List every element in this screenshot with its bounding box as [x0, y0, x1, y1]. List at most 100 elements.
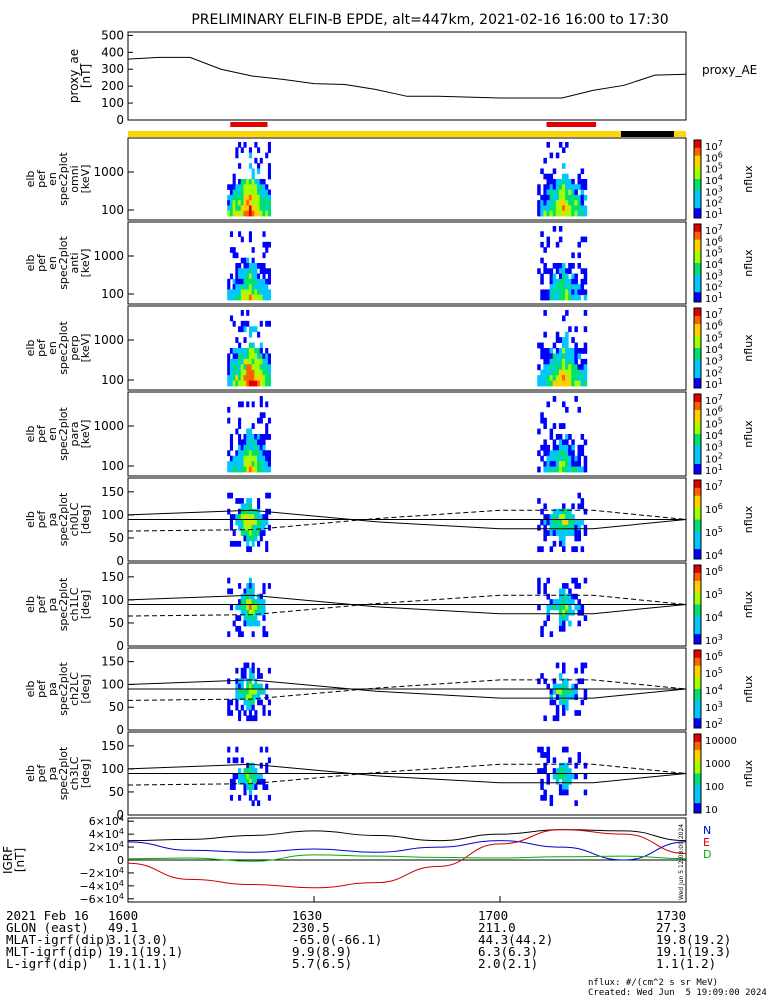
colorbar-label: nflux — [742, 249, 755, 277]
colorbar-cell — [694, 404, 701, 407]
spectrogram-cell — [246, 278, 250, 285]
colorbar-cell — [694, 620, 701, 623]
colorbar-cell — [694, 787, 701, 790]
ytick-label: 1000 — [93, 165, 124, 179]
spectrogram-cell — [265, 746, 269, 753]
spectrogram-cell — [238, 342, 242, 349]
igrf-ytick-label: 4×104 — [89, 827, 124, 841]
colorbar-cell — [694, 153, 701, 157]
spectrogram-cell — [257, 461, 261, 467]
spectrogram-cell — [574, 369, 578, 376]
spectrogram-cell — [254, 514, 258, 520]
spectrogram-cell — [555, 189, 560, 196]
spectrogram-cell — [254, 678, 258, 685]
spectrogram-cell — [251, 342, 255, 349]
spectrogram-cell — [568, 353, 572, 360]
colorbar-cell — [694, 592, 701, 596]
spectrogram-cell — [229, 380, 234, 387]
colorbar-cell — [694, 566, 701, 570]
colorbar-cell — [694, 501, 701, 505]
colorbar-cell — [694, 280, 701, 283]
colorbar-cell — [694, 491, 701, 495]
colorbar-cell — [694, 334, 701, 337]
spectrogram-cell — [240, 514, 244, 520]
ylabel-text: elb — [24, 596, 37, 613]
colorbar-tick-label: 103 — [705, 354, 723, 368]
spectrogram-cell — [257, 168, 261, 175]
spectrogram-cell — [546, 401, 550, 408]
spectrogram-cell — [251, 278, 255, 285]
colorbar-cell — [694, 157, 701, 160]
spectrogram-cell — [546, 450, 550, 457]
spectrogram-cell — [546, 773, 550, 780]
spectrogram-cell — [583, 348, 588, 354]
spectrogram-cell — [262, 439, 266, 446]
spectrogram-cell — [243, 200, 247, 206]
colorbar-cell — [694, 763, 701, 767]
spectrogram-cell — [558, 593, 563, 600]
spectrogram-cell — [248, 428, 253, 435]
spectrogram-cell — [257, 694, 261, 700]
spectrogram-cell — [254, 615, 258, 621]
spectrogram-cell — [238, 273, 242, 280]
spectrogram-cell — [583, 662, 588, 669]
spectrogram-cell — [227, 205, 231, 212]
spectrogram-cell — [546, 683, 550, 690]
panel-frame — [127, 221, 687, 305]
spectrogram-cell — [540, 241, 544, 248]
spectrogram-cell — [243, 179, 247, 185]
spectrogram-cell — [537, 546, 541, 553]
spectrogram-cell — [565, 179, 569, 185]
spectrogram-cell — [254, 599, 258, 605]
spectrogram-cell — [546, 604, 550, 611]
spectrogram-cell — [246, 784, 250, 790]
spectrogram-cell — [254, 519, 258, 526]
colorbar-cell — [694, 416, 701, 419]
spectrogram-cell — [243, 444, 247, 451]
spectrogram-cell — [265, 401, 269, 408]
spectrogram-cell — [257, 369, 261, 376]
spectrogram-cell — [257, 673, 261, 679]
ytick-label: 50 — [109, 785, 124, 799]
spectrogram-cell — [540, 631, 544, 638]
spectrogram-cell — [267, 268, 271, 274]
colorbar-cell — [694, 406, 701, 409]
spectrogram-cell — [543, 715, 547, 722]
spectrogram-cell — [254, 689, 258, 695]
spectrogram-cell — [251, 461, 255, 467]
spectrogram-cell — [259, 673, 263, 679]
colorbar-tick-label: 105 — [705, 162, 723, 176]
colorbar-cell — [694, 382, 701, 385]
spectrogram-cell — [227, 278, 231, 285]
spectrogram-cell — [568, 593, 572, 600]
spectrogram-cell — [238, 210, 242, 217]
colorbar-cell — [694, 212, 701, 215]
spectrogram-cell — [229, 461, 234, 467]
spectrogram-cell — [232, 252, 236, 259]
spectrogram-cell — [568, 369, 572, 376]
spectrogram-cell — [246, 609, 250, 616]
spectrogram-cell — [543, 417, 547, 424]
colorbar-tick-label: 104 — [705, 610, 723, 624]
spectrogram-cell — [549, 268, 554, 274]
colorbar-cell — [694, 370, 701, 373]
spectrogram-cell — [246, 524, 250, 531]
spectrogram-cell — [254, 778, 258, 785]
spectrogram-cell — [562, 369, 566, 376]
spectrogram-cell — [540, 205, 544, 212]
spectrogram-cell — [248, 762, 253, 769]
spectrogram-cell — [235, 466, 239, 473]
spectrogram-cell — [267, 757, 271, 764]
spectrogram-cell — [540, 752, 544, 758]
colorbar-cell — [694, 272, 701, 276]
spectrogram-cell — [262, 704, 266, 711]
spectrogram-cell — [583, 364, 588, 371]
spectrogram-cell — [235, 667, 239, 674]
spectrogram-cell — [248, 369, 253, 376]
spectrogram-cell — [543, 535, 547, 542]
spectrogram-cell — [562, 455, 566, 462]
spectrogram-cell — [580, 519, 585, 526]
spectrogram-cell — [227, 757, 231, 764]
spectrogram-cell — [257, 620, 261, 627]
spectrogram-cell — [537, 746, 541, 753]
